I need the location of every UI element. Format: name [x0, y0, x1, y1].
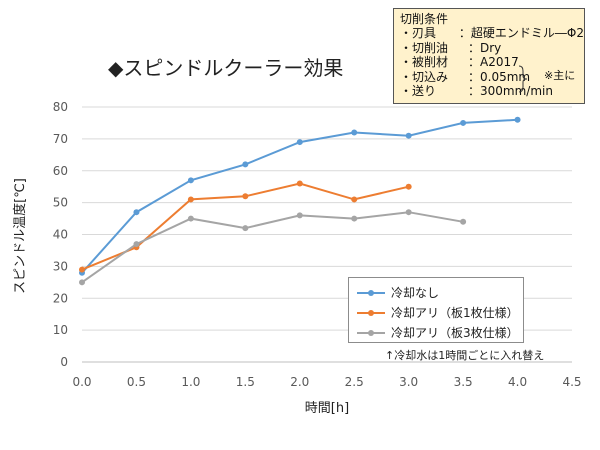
data-point [405, 209, 412, 216]
series-line [81, 211, 464, 284]
condition-label: ・刃具 [400, 26, 437, 41]
data-point [133, 241, 140, 248]
data-point [296, 212, 303, 219]
legend-marker [368, 329, 374, 336]
legend-swatch [357, 287, 385, 299]
x-axis-title: 時間[h] [305, 401, 349, 416]
data-point [133, 209, 140, 216]
series-group [79, 116, 521, 286]
data-point [187, 215, 194, 222]
data-point [242, 161, 249, 168]
condition-row: ・刃具 ：超硬エンドミル―Φ2 [400, 26, 584, 40]
y-tick-label: 60 [53, 164, 68, 178]
data-point [460, 119, 467, 126]
condition-row: ・切込み ：0.05mm [400, 70, 584, 84]
chart-title: ◆スピンドルクーラー効果 [108, 56, 344, 80]
cutting-conditions-box: 切削条件 ・刃具 ：超硬エンドミル―Φ2 ・切削油 ：Dry ・被削材 ：A20… [393, 8, 585, 104]
x-tick-label: 3.0 [399, 375, 418, 389]
series-1 [79, 116, 521, 276]
legend-marker [368, 289, 374, 296]
x-tick-label: 1.0 [181, 375, 200, 389]
data-point [242, 225, 249, 232]
condition-label: ・送り [400, 84, 437, 99]
data-point [405, 132, 412, 139]
data-point [514, 116, 521, 123]
footnote: ↑冷却水は1時間ごとに入れ替え [385, 349, 545, 362]
legend-swatch [357, 327, 385, 339]
conditions-heading: 切削条件 [400, 12, 449, 26]
y-tick-label: 30 [53, 259, 68, 273]
condition-label: ・被削材 [400, 55, 449, 70]
y-axis-title: スピンドル温度[℃] [12, 178, 28, 294]
data-point [187, 177, 194, 184]
y-tick-label: 80 [53, 100, 68, 114]
data-point [296, 180, 303, 187]
condition-value: ：Dry [468, 40, 502, 55]
y-tick-label: 50 [53, 196, 68, 210]
x-tick-label: 0.5 [127, 375, 146, 389]
condition-value: ：300mm/min [468, 84, 553, 99]
conditions-note: ※主に [544, 69, 576, 82]
data-point [242, 193, 249, 200]
legend-item: 冷却アリ（板1枚仕様） [357, 304, 519, 321]
legend-item: 冷却なし [357, 284, 439, 301]
data-point [351, 215, 358, 222]
legend-marker [368, 309, 374, 316]
legend-item: 冷却アリ（板3枚仕様） [357, 324, 519, 341]
y-tick-label: 40 [53, 228, 68, 242]
x-tick-label: 0.0 [72, 375, 91, 389]
y-axis-ticks: 0 10 20 30 40 50 60 70 80 [53, 100, 68, 369]
x-tick-label: 1.5 [236, 375, 255, 389]
y-tick-label: 70 [53, 132, 68, 146]
condition-value: ：0.05mm [468, 69, 531, 84]
legend: 冷却なし 冷却アリ（板1枚仕様） 冷却アリ（板3枚仕様） [348, 277, 524, 343]
condition-row: ・送り ：300mm/min [400, 84, 584, 98]
data-point [460, 218, 467, 225]
x-tick-label: 3.5 [454, 375, 473, 389]
condition-row: ・被削材 ：A2017 [400, 55, 584, 69]
x-tick-label: 2.0 [290, 375, 309, 389]
y-tick-label: 0 [60, 355, 68, 369]
data-point [405, 183, 412, 190]
x-axis-ticks: 0.0 0.5 1.0 1.5 2.0 2.5 3.0 3.5 4.0 4.5 [72, 375, 581, 389]
condition-value: ：超硬エンドミル―Φ2 [458, 26, 584, 41]
data-point [79, 266, 85, 273]
x-tick-label: 4.0 [508, 375, 527, 389]
condition-row: ・切削油 ：Dry [400, 41, 584, 55]
condition-value: ：A2017 [468, 55, 519, 70]
data-point [79, 279, 85, 286]
legend-label: 冷却なし [391, 286, 440, 300]
condition-label: ・切削油 [400, 40, 449, 55]
x-tick-label: 2.5 [345, 375, 364, 389]
series-2 [79, 180, 412, 273]
data-point [351, 196, 358, 203]
y-tick-label: 20 [53, 291, 68, 305]
data-point [187, 196, 194, 203]
data-point [296, 139, 303, 146]
y-tick-label: 10 [53, 323, 68, 337]
condition-label: ・切込み [400, 69, 449, 84]
series-3 [79, 209, 467, 286]
x-tick-label: 4.5 [562, 375, 581, 389]
data-point [351, 129, 358, 136]
legend-label: 冷却アリ（板1枚仕様） [391, 306, 519, 320]
legend-swatch [357, 307, 385, 319]
legend-label: 冷却アリ（板3枚仕様） [391, 326, 519, 340]
brace-icon [518, 65, 528, 93]
